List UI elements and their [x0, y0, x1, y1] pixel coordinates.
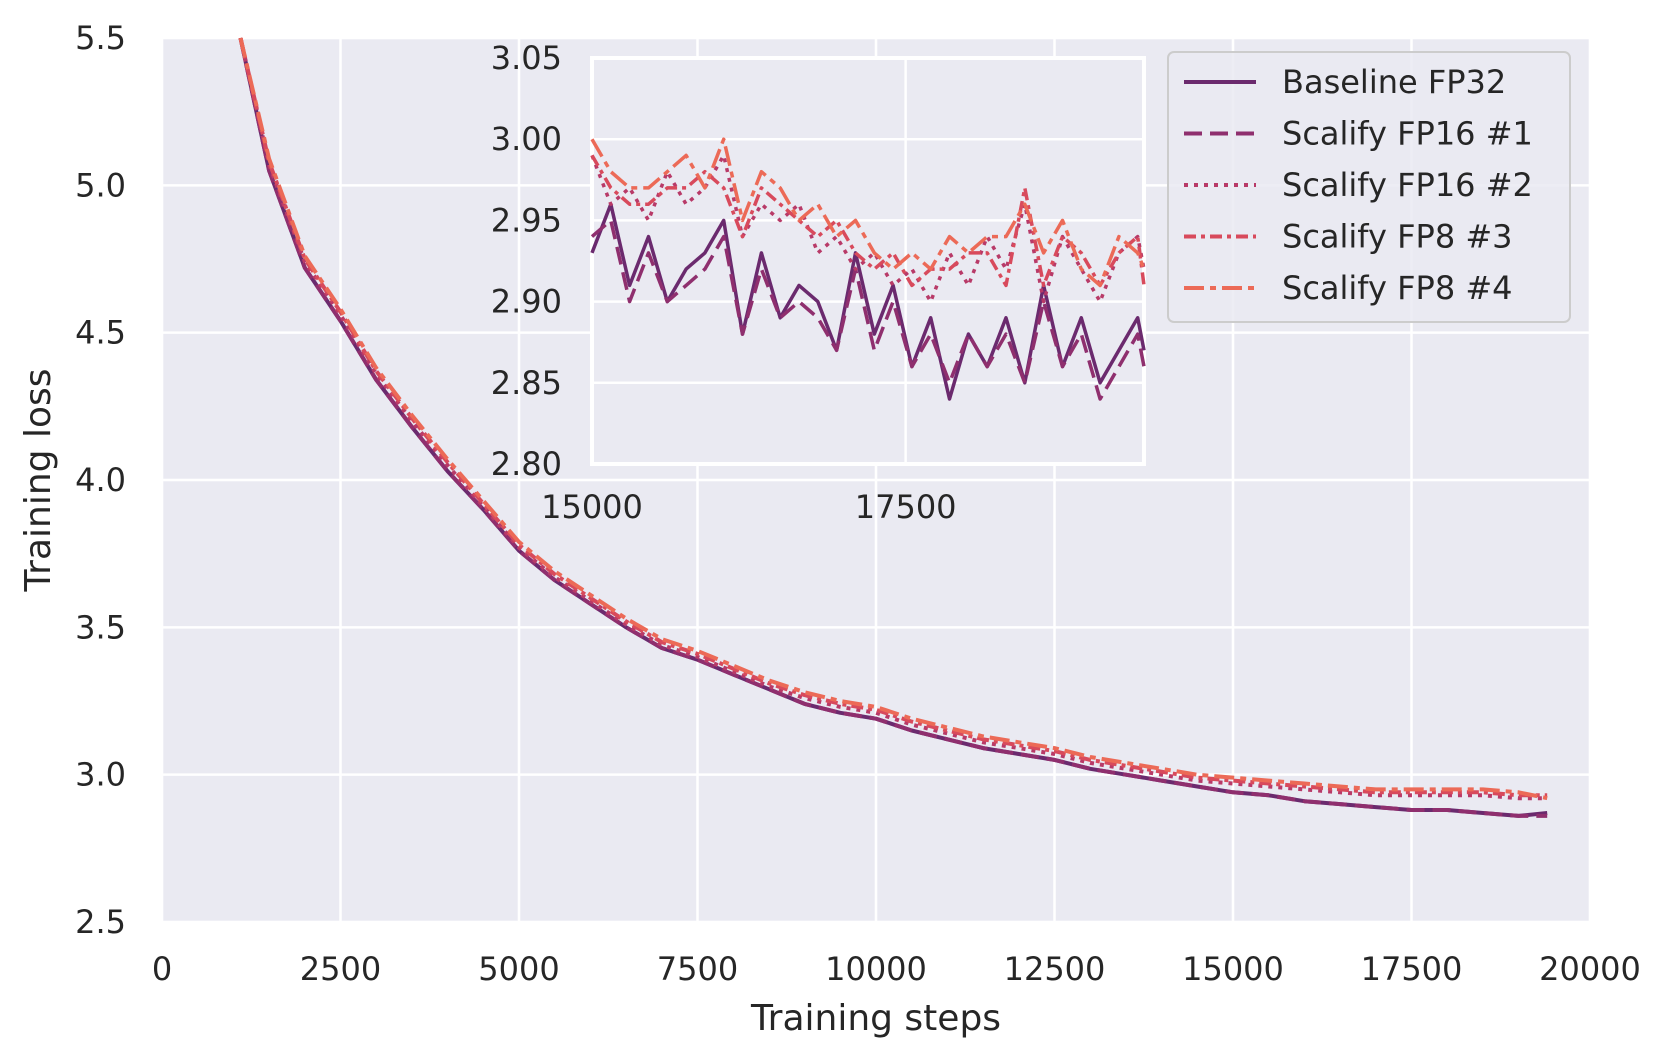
legend-label-4: Scalify FP8 #3 — [1282, 218, 1513, 256]
x-tick-label: 2500 — [300, 950, 381, 988]
y-tick-labels: 2.5 3.0 3.5 4.0 4.5 5.0 5.5 — [75, 19, 126, 941]
inset-x-tick-label: 17500 — [855, 488, 957, 526]
inset-background — [590, 56, 1146, 466]
inset-grid — [590, 56, 1144, 466]
legend-label-1: Baseline FP32 — [1282, 63, 1506, 101]
x-tick-labels: 0 2500 5000 7500 10000 12500 15000 17500 20000 — [152, 950, 1641, 988]
x-tick-label: 7500 — [657, 950, 738, 988]
inset-series-line-2 — [590, 218, 1146, 401]
series-line-2 — [238, 37, 1548, 818]
inset-y-tick-labels: 2.80 2.85 2.90 2.95 3.00 3.05 — [491, 39, 562, 483]
y-tick-label: 2.5 — [75, 903, 126, 941]
legend-label-2: Scalify FP16 #1 — [1282, 115, 1533, 153]
y-tick-label: 4.5 — [75, 314, 126, 352]
main-series-group — [238, 37, 1548, 818]
inset-y-tick-label: 2.95 — [491, 201, 562, 239]
y-tick-label: 4.0 — [75, 461, 126, 499]
inset-series-line-5 — [590, 137, 1146, 288]
x-tick-label: 20000 — [1539, 950, 1641, 988]
y-tick-label: 5.0 — [75, 166, 126, 204]
legend-frame — [1167, 51, 1571, 323]
series-line-3 — [238, 37, 1548, 801]
inset-y-tick-label: 3.00 — [491, 120, 562, 158]
inset-y-tick-label: 2.90 — [491, 283, 562, 321]
y-tick-label: 5.5 — [75, 19, 126, 57]
legend: Baseline FP32 Scalify FP16 #1 Scalify FP16… — [1167, 51, 1571, 323]
y-tick-label: 3.5 — [75, 608, 126, 646]
x-axis-label: Training steps — [750, 998, 1001, 1039]
inset-x-tick-label: 15000 — [541, 488, 643, 526]
legend-label-5: Scalify FP8 #4 — [1282, 269, 1513, 307]
inset-series-line-3 — [590, 153, 1146, 304]
legend-label-3: Scalify FP16 #2 — [1282, 166, 1533, 204]
y-axis-label: Training loss — [18, 368, 59, 592]
y-tick-label: 3.0 — [75, 756, 126, 794]
x-tick-label: 15000 — [1182, 950, 1284, 988]
x-tick-label: 17500 — [1361, 950, 1463, 988]
inset-y-tick-label: 2.85 — [491, 364, 562, 402]
x-tick-label: 12500 — [1004, 950, 1106, 988]
x-tick-label: 10000 — [825, 950, 927, 988]
inset-y-tick-label: 2.80 — [491, 445, 562, 483]
inset-y-tick-label: 3.05 — [491, 39, 562, 77]
x-tick-label: 0 — [152, 950, 172, 988]
x-tick-label: 5000 — [478, 950, 559, 988]
inset-series-group — [590, 137, 1146, 401]
series-line-5 — [238, 37, 1548, 801]
inset-x-tick-labels: 15000 17500 — [541, 488, 956, 526]
